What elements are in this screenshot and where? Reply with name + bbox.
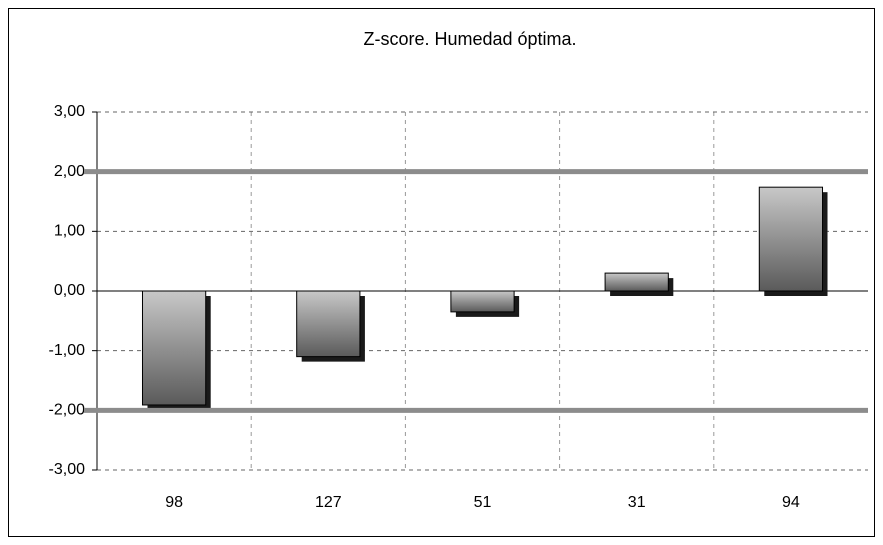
bar — [296, 290, 361, 358]
y-tick-label: 0,00 — [54, 282, 85, 299]
y-tick-label: -2,00 — [49, 402, 86, 419]
x-tick-label: 51 — [474, 494, 492, 511]
y-tick-label: -1,00 — [49, 342, 86, 359]
x-tick-label: 94 — [782, 494, 800, 511]
y-tick-label: -3,00 — [49, 461, 86, 478]
bar — [604, 272, 669, 292]
y-tick-label: 1,00 — [54, 223, 85, 240]
chart-title: Z-score. Humedad óptima. — [363, 29, 576, 49]
bar — [758, 186, 824, 292]
x-tick-label: 127 — [315, 494, 342, 511]
bar — [141, 290, 207, 406]
y-tick-label: 2,00 — [54, 163, 85, 180]
y-tick-label: 3,00 — [54, 103, 85, 120]
x-tick-label: 31 — [628, 494, 646, 511]
x-tick-label: 98 — [165, 494, 183, 511]
bar — [450, 290, 515, 313]
chart-frame — [8, 8, 875, 537]
